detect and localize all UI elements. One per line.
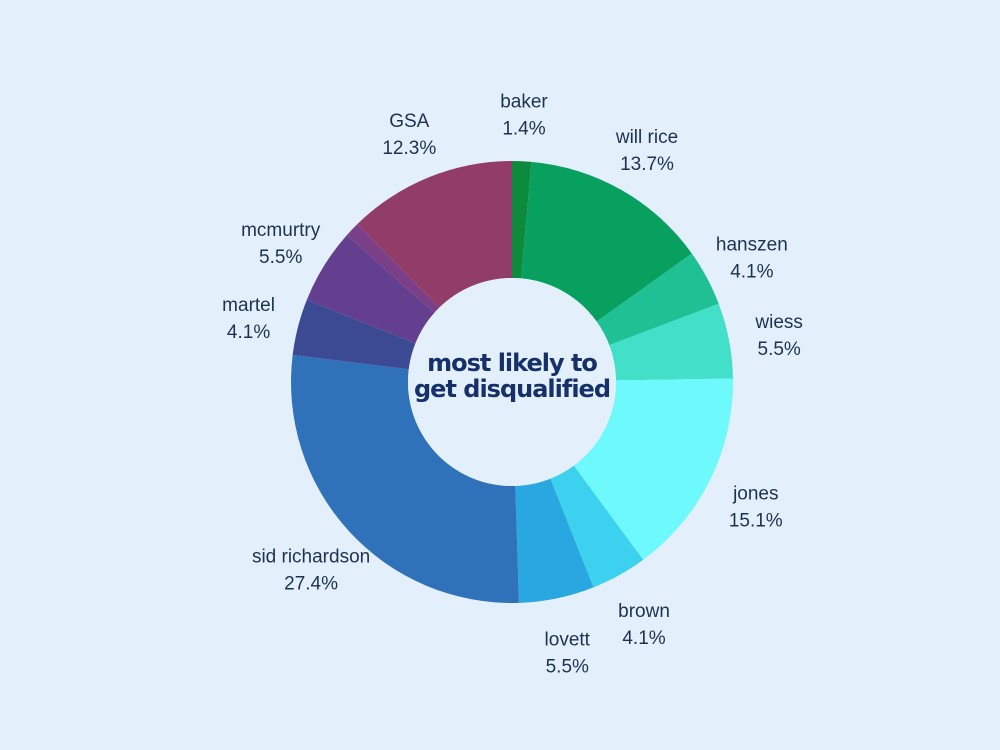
- slice-martel: [292, 299, 416, 370]
- slice-lovett: [515, 478, 594, 603]
- center-title-line-1: most likely to: [427, 349, 597, 377]
- slice-label-sid-richardson: sid richardson 27.4%: [252, 546, 370, 594]
- slice-label-name: wiess: [754, 312, 803, 333]
- slice-will-rice: [521, 161, 692, 322]
- slices-layer: [291, 161, 733, 603]
- slice-label-baker: baker 1.4%: [500, 91, 548, 139]
- slice-label-wiess: wiess 5.5%: [754, 312, 803, 360]
- slice-label-name: sid richardson: [252, 546, 370, 567]
- slice-brown: [550, 465, 644, 588]
- slice-label-brown: brown 4.1%: [618, 601, 670, 649]
- slice-unlabeled-10: [346, 224, 440, 313]
- slice-label-hanszen: hanszen 4.1%: [716, 235, 788, 283]
- slice-label-mcmurtry: mcmurtry 5.5%: [241, 220, 321, 268]
- slice-label-will-rice: will rice 13.7%: [615, 127, 678, 175]
- slice-label-jones: jones 15.1%: [729, 484, 783, 532]
- slice-label-value: 5.5%: [546, 656, 589, 677]
- slice-label-name: jones: [732, 484, 778, 505]
- slice-label-name: baker: [500, 91, 548, 112]
- slice-label-value: 27.4%: [284, 573, 338, 594]
- slice-label-value: 12.3%: [382, 138, 436, 159]
- slice-label-value: 4.1%: [227, 322, 270, 343]
- slice-label-value: 1.4%: [502, 118, 545, 139]
- center-title-line-2: get disqualified: [414, 375, 610, 403]
- slice-label-value: 4.1%: [622, 628, 665, 649]
- slice-mcmurtry: [306, 235, 435, 344]
- slice-label-value: 13.7%: [620, 154, 674, 175]
- slice-label-name: mcmurtry: [241, 220, 321, 241]
- slice-wiess: [609, 303, 733, 381]
- labels-layer: baker 1.4% will rice 13.7% hanszen 4.1% wiess 5…: [222, 91, 803, 677]
- slice-label-name: brown: [618, 601, 670, 622]
- slice-label-gsa: GSA 12.3%: [382, 111, 436, 159]
- slice-gsa: [357, 161, 512, 308]
- slice-label-name: martel: [222, 295, 275, 316]
- slice-hanszen: [596, 253, 719, 346]
- slice-label-value: 5.5%: [758, 339, 801, 360]
- donut-hole: [408, 278, 616, 486]
- slice-jones: [573, 378, 733, 560]
- slice-label-lovett: lovett 5.5%: [545, 629, 591, 677]
- slice-label-martel: martel 4.1%: [222, 295, 275, 343]
- slice-sid-richardson: [291, 354, 519, 603]
- slice-label-value: 4.1%: [730, 262, 773, 283]
- center-title: most likely to get disqualified: [414, 349, 611, 403]
- slice-baker: [512, 161, 532, 279]
- slice-label-name: hanszen: [716, 235, 788, 256]
- slice-label-name: GSA: [389, 111, 429, 132]
- slice-label-value: 15.1%: [729, 511, 783, 532]
- slice-label-name: will rice: [615, 127, 678, 148]
- slice-label-name: lovett: [545, 629, 591, 650]
- slice-label-value: 5.5%: [259, 247, 302, 268]
